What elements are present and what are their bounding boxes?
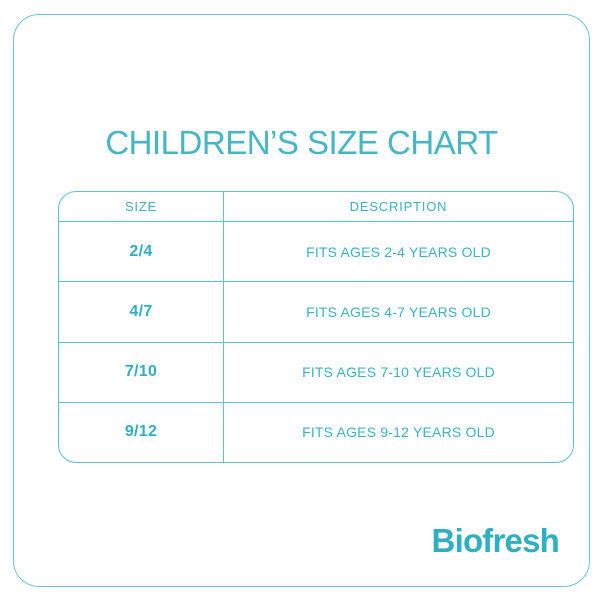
size-table: SIZE DESCRIPTION 2/4 FITS AGES 2-4 YEARS… (58, 191, 574, 463)
table-row-description: FITS AGES 4-7 YEARS OLD (224, 281, 573, 341)
table-row-size: 2/4 (59, 221, 224, 282)
card-border: CHILDREN’S SIZE CHART SIZE DESCRIPTION 2… (13, 14, 590, 587)
table-row-size: 7/10 (59, 341, 224, 402)
column-header-description: DESCRIPTION (349, 199, 448, 214)
table-row-description: FITS AGES 2-4 YEARS OLD (224, 221, 573, 281)
brand-logo: Biofresh (431, 522, 560, 559)
table-row-description: FITS AGES 9-12 YEARS OLD (224, 401, 573, 462)
table-row-description: FITS AGES 7-10 YEARS OLD (224, 341, 573, 402)
column-header-size: SIZE (59, 192, 224, 221)
page-title: CHILDREN’S SIZE CHART (105, 124, 498, 161)
table-row-size: 9/12 (59, 401, 224, 462)
table-row-size: 4/7 (59, 281, 224, 342)
